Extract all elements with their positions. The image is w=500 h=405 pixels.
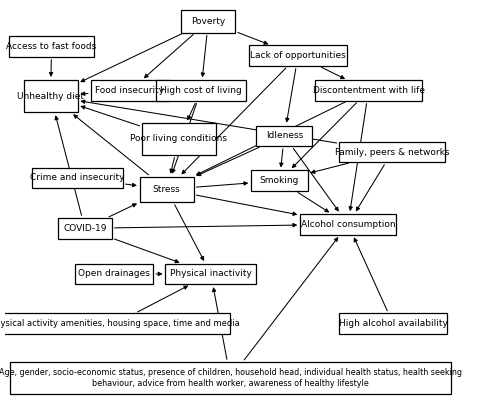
FancyBboxPatch shape bbox=[251, 171, 308, 191]
FancyBboxPatch shape bbox=[166, 264, 256, 284]
FancyBboxPatch shape bbox=[156, 80, 246, 101]
FancyBboxPatch shape bbox=[339, 313, 447, 334]
FancyBboxPatch shape bbox=[256, 126, 312, 146]
Text: Age, gender, socio-economic status, presence of children, household head, indivi: Age, gender, socio-economic status, pres… bbox=[0, 368, 462, 388]
FancyBboxPatch shape bbox=[300, 214, 396, 234]
FancyBboxPatch shape bbox=[314, 80, 422, 101]
FancyBboxPatch shape bbox=[32, 168, 123, 188]
Text: Lack of opportunities: Lack of opportunities bbox=[250, 51, 346, 60]
Text: Crime and insecurity: Crime and insecurity bbox=[30, 173, 125, 182]
FancyBboxPatch shape bbox=[182, 10, 236, 33]
FancyBboxPatch shape bbox=[8, 36, 94, 57]
FancyBboxPatch shape bbox=[24, 80, 78, 113]
FancyBboxPatch shape bbox=[140, 177, 194, 202]
Text: Unhealthy diet: Unhealthy diet bbox=[17, 92, 84, 100]
FancyBboxPatch shape bbox=[142, 123, 216, 155]
Text: Stress: Stress bbox=[153, 185, 180, 194]
FancyBboxPatch shape bbox=[249, 45, 347, 66]
Text: High alcohol availability: High alcohol availability bbox=[338, 319, 448, 328]
Text: Poor living conditions: Poor living conditions bbox=[130, 134, 228, 143]
Text: High cost of living: High cost of living bbox=[160, 86, 242, 95]
Text: Access to fast foods: Access to fast foods bbox=[6, 42, 96, 51]
Text: Physical inactivity: Physical inactivity bbox=[170, 269, 252, 279]
FancyBboxPatch shape bbox=[75, 264, 154, 284]
FancyBboxPatch shape bbox=[91, 80, 169, 101]
Text: Poverty: Poverty bbox=[191, 17, 226, 26]
Text: Open drainages: Open drainages bbox=[78, 269, 150, 279]
Text: Discontentment with life: Discontentment with life bbox=[312, 86, 424, 95]
FancyBboxPatch shape bbox=[0, 313, 230, 334]
FancyBboxPatch shape bbox=[10, 362, 451, 394]
Text: Alcohol consumption: Alcohol consumption bbox=[300, 220, 396, 229]
Text: Food insecurity: Food insecurity bbox=[96, 86, 164, 95]
Text: Physical activity amenities, housing space, time and media: Physical activity amenities, housing spa… bbox=[0, 319, 240, 328]
FancyBboxPatch shape bbox=[58, 218, 112, 239]
Text: Idleness: Idleness bbox=[266, 131, 303, 140]
Text: Family, peers & networks: Family, peers & networks bbox=[335, 147, 450, 157]
FancyBboxPatch shape bbox=[340, 142, 445, 162]
Text: Smoking: Smoking bbox=[260, 176, 299, 185]
Text: COVID-19: COVID-19 bbox=[63, 224, 106, 233]
